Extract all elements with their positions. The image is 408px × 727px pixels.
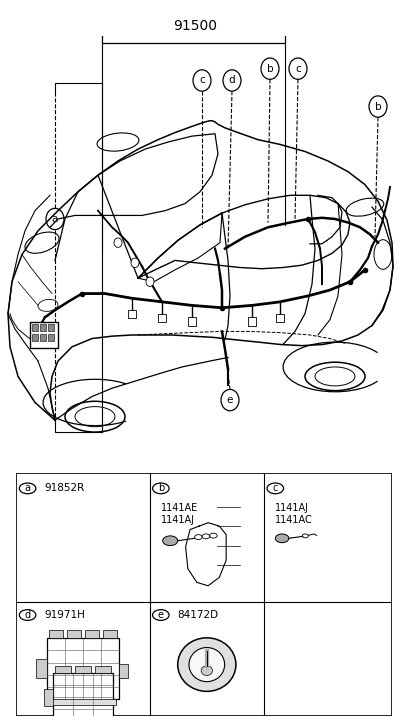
Bar (30, 322, 58, 348)
Bar (55, 665, 71, 673)
Text: b: b (375, 102, 381, 111)
Bar (188, 317, 196, 326)
Bar (95, 665, 111, 673)
Text: d: d (229, 76, 235, 86)
Bar (32, 334, 38, 341)
Text: 91500: 91500 (173, 19, 217, 33)
Bar (85, 630, 99, 638)
Text: b: b (267, 64, 273, 73)
Bar (119, 664, 128, 678)
Bar (128, 310, 136, 318)
Bar (36, 659, 47, 678)
Bar (67, 630, 81, 638)
Bar (75, 665, 91, 673)
Text: 1141AJ: 1141AJ (161, 515, 195, 525)
Bar (47, 638, 119, 699)
Circle shape (163, 536, 178, 545)
Text: 91852R: 91852R (44, 483, 85, 494)
Text: c: c (295, 64, 301, 73)
Text: 1141AE: 1141AE (161, 503, 198, 513)
Circle shape (131, 258, 139, 268)
Bar (276, 313, 284, 322)
Bar (40, 334, 46, 341)
Text: e: e (158, 610, 164, 620)
Text: 1141AJ: 1141AJ (275, 503, 309, 513)
Text: a: a (52, 214, 58, 224)
Text: 1141AC: 1141AC (275, 515, 313, 525)
Bar (40, 324, 46, 332)
Ellipse shape (201, 666, 213, 675)
Bar (48, 334, 54, 341)
Bar (53, 673, 113, 722)
Circle shape (146, 277, 154, 286)
Bar (50, 699, 115, 705)
Text: 91971H: 91971H (44, 610, 85, 620)
Text: a: a (24, 483, 31, 494)
Text: d: d (24, 610, 31, 620)
Text: c: c (199, 76, 205, 86)
Text: e: e (227, 395, 233, 405)
Bar (49, 630, 63, 638)
Text: c: c (273, 483, 278, 494)
Bar (158, 313, 166, 322)
Bar (56, 722, 110, 727)
Ellipse shape (189, 648, 225, 682)
Text: b: b (158, 483, 164, 494)
Bar (48, 324, 54, 332)
Ellipse shape (178, 638, 236, 691)
Bar (248, 317, 256, 326)
Text: 84172D: 84172D (178, 610, 219, 620)
Bar (44, 688, 53, 706)
Bar (103, 630, 117, 638)
Bar (32, 324, 38, 332)
Circle shape (114, 238, 122, 247)
Circle shape (275, 534, 289, 542)
